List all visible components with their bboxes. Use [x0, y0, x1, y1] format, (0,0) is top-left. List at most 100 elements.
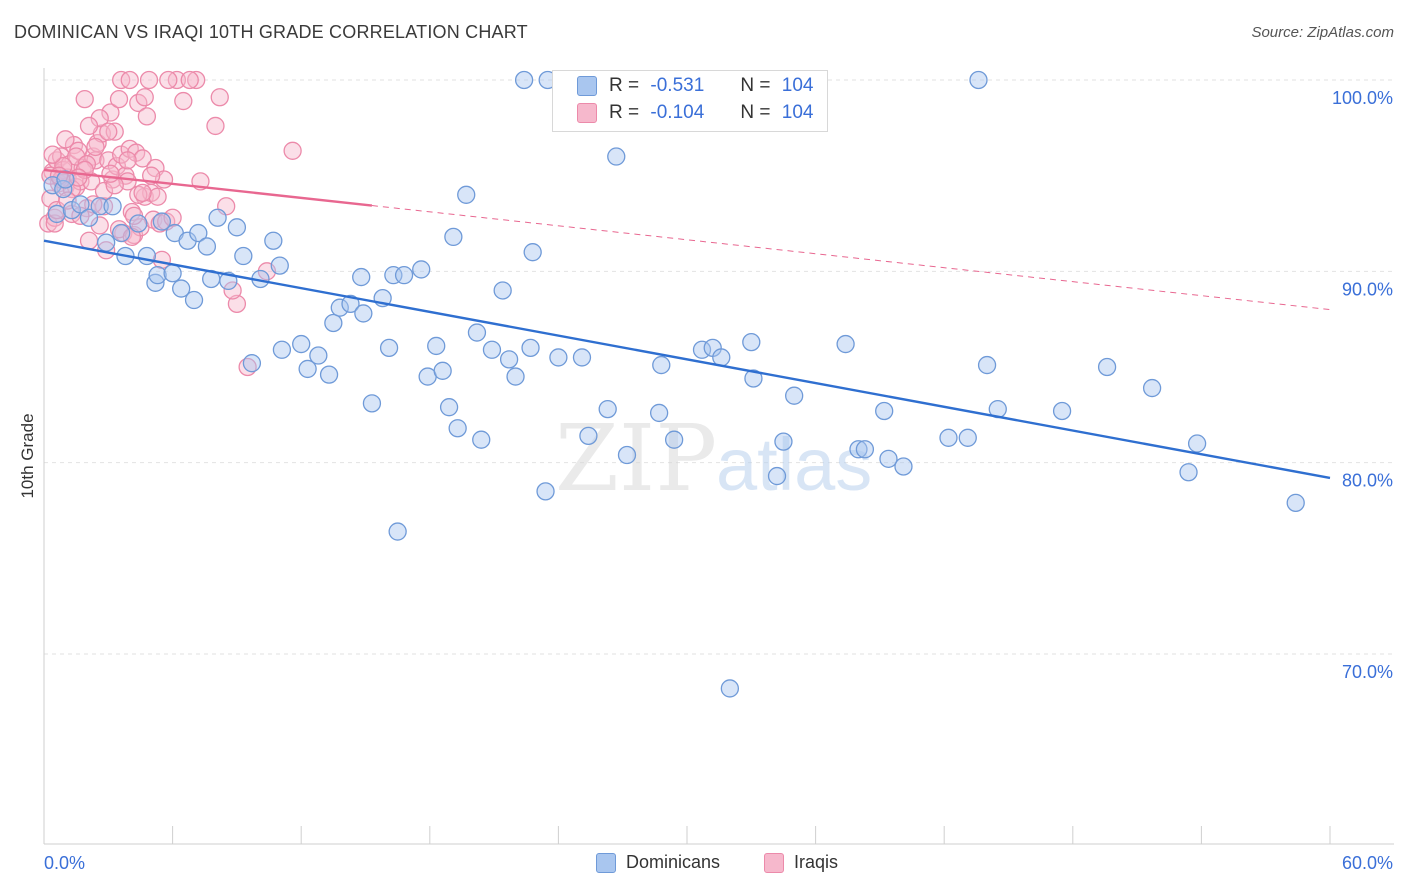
dominicans-point [448, 419, 467, 438]
dominicans-point [767, 466, 787, 486]
iraqis-point [79, 231, 99, 250]
iraqis-trend-line [43, 168, 373, 207]
iraqis-point [75, 89, 94, 109]
iraqis-point [101, 164, 120, 183]
dominicans-point [617, 445, 637, 465]
dominicans-point [319, 365, 339, 384]
dominicans-point [598, 399, 617, 419]
dominicans-point [394, 266, 414, 285]
dominicans-point [549, 348, 568, 367]
dominicans-point [514, 70, 534, 90]
dominicans-point [272, 340, 292, 359]
iraqis-point [283, 141, 302, 160]
dominicans-point [71, 195, 90, 214]
axes [43, 68, 1394, 845]
dominicans-point [103, 197, 122, 216]
dominicans-point [208, 208, 227, 227]
dominicans-point [362, 394, 382, 413]
dominicans-point [388, 522, 407, 541]
dominicans-point [894, 457, 913, 476]
legend-n-value: 104 [781, 75, 814, 96]
dominicans-point [1286, 493, 1305, 512]
dominicans-point [270, 256, 289, 275]
dominicans-point [482, 340, 502, 359]
dominicans-point [652, 355, 671, 375]
legend-item-dominicans: Dominicans [596, 852, 720, 873]
dominicans-point [298, 359, 317, 379]
dominicans-point [97, 233, 116, 252]
dominicans-points [43, 70, 1305, 698]
dominicans-point [472, 430, 491, 449]
dominicans-point [977, 355, 997, 375]
dominicans-point [467, 323, 487, 342]
dominicans-point [742, 332, 761, 352]
dominicans-point [499, 350, 519, 369]
dominicans-point [579, 426, 598, 446]
legend-item-iraqis: Iraqis [764, 852, 838, 873]
dominicans-point [242, 354, 262, 373]
dominicans-point [148, 266, 167, 285]
y-tick-labels: 70.0% 80.0% 90.0% 100.0% [1332, 88, 1393, 682]
dominicans-point [875, 401, 894, 421]
dominicans-point [969, 70, 988, 90]
dominicans-point [1187, 434, 1207, 453]
dominicans-point [324, 313, 343, 333]
dominicans-point [292, 334, 311, 354]
dominicans-point [572, 348, 592, 367]
legend-swatch-iraqis [577, 103, 597, 123]
dominicans-point [433, 361, 452, 380]
watermark-atlas: atlas [716, 423, 872, 506]
legend-r-value: -0.531 [650, 75, 705, 96]
y-tick-label: 100.0% [1332, 88, 1393, 108]
iraqis-point [206, 116, 225, 136]
dominicans-point [1097, 357, 1117, 377]
iraqis-point [163, 208, 182, 227]
iraqis-point [133, 149, 152, 168]
dominicans-point [264, 231, 283, 250]
dominicans-point [341, 294, 360, 314]
dominicans-point [1179, 463, 1198, 482]
dominicans-point [939, 428, 958, 447]
dominicans-point [234, 246, 253, 266]
dominicans-point [129, 214, 148, 233]
dominicans-point [1052, 401, 1072, 421]
iraqis-point [139, 70, 159, 90]
dominicans-point [457, 185, 476, 204]
dominicans-point [384, 266, 403, 285]
dominicans-point [47, 204, 67, 224]
legend-swatch-iraqis [764, 852, 784, 873]
legend-n-label: N = [740, 102, 771, 123]
dominicans-point [836, 334, 855, 354]
legend-n-value: 104 [781, 102, 814, 123]
y-tick-label: 70.0% [1342, 662, 1393, 682]
iraqis-point [137, 107, 157, 126]
dominicans-point [855, 440, 875, 459]
source-label: Source: ZipAtlas.com [1251, 24, 1394, 41]
iraqis-point [105, 122, 124, 141]
iraqis-point [109, 89, 129, 109]
dominicans-point [439, 398, 459, 417]
dominicans-point [352, 267, 371, 287]
x-tick-label: 0.0% [44, 853, 85, 873]
iraqis-point [86, 137, 105, 157]
iraqis-point [101, 103, 120, 122]
dominicans-point [412, 260, 431, 279]
dominicans-point [427, 336, 446, 356]
dominicans-point [1142, 378, 1162, 398]
iraqis-point [159, 70, 178, 90]
watermark-zip: ZIP [555, 405, 717, 512]
dominicans-point [720, 679, 740, 698]
iraqis-point [99, 122, 118, 141]
dominicans-point [607, 147, 626, 166]
dominicans-point [493, 281, 512, 300]
dominicans-point [523, 243, 542, 262]
iraqis-point [133, 183, 152, 203]
dominicans-point [785, 386, 804, 405]
iraqis-point [43, 145, 62, 164]
trend-lines [43, 168, 1331, 480]
dominicans-point [189, 223, 208, 243]
iraqis-point [79, 116, 99, 136]
watermark: ZIP atlas [555, 405, 872, 512]
legend-n-label: N = [740, 75, 771, 96]
